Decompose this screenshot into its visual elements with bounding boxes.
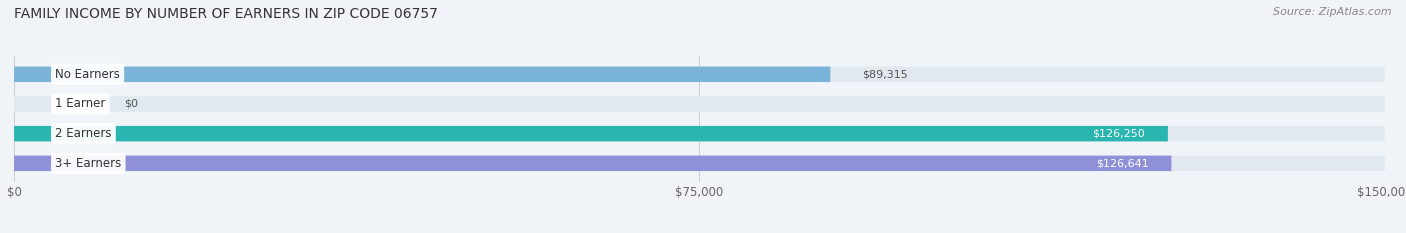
FancyBboxPatch shape bbox=[14, 96, 1385, 112]
Text: $89,315: $89,315 bbox=[862, 69, 908, 79]
FancyBboxPatch shape bbox=[14, 67, 1385, 82]
Text: $126,250: $126,250 bbox=[1092, 129, 1144, 139]
Text: 1 Earner: 1 Earner bbox=[55, 97, 105, 110]
Text: No Earners: No Earners bbox=[55, 68, 120, 81]
FancyBboxPatch shape bbox=[14, 126, 1385, 141]
Text: FAMILY INCOME BY NUMBER OF EARNERS IN ZIP CODE 06757: FAMILY INCOME BY NUMBER OF EARNERS IN ZI… bbox=[14, 7, 437, 21]
Text: $0: $0 bbox=[124, 99, 138, 109]
FancyBboxPatch shape bbox=[14, 156, 1171, 171]
FancyBboxPatch shape bbox=[14, 126, 1168, 141]
Text: $126,641: $126,641 bbox=[1095, 158, 1149, 168]
Text: 2 Earners: 2 Earners bbox=[55, 127, 111, 140]
Text: 3+ Earners: 3+ Earners bbox=[55, 157, 121, 170]
FancyBboxPatch shape bbox=[14, 156, 1385, 171]
Text: Source: ZipAtlas.com: Source: ZipAtlas.com bbox=[1274, 7, 1392, 17]
FancyBboxPatch shape bbox=[14, 67, 831, 82]
